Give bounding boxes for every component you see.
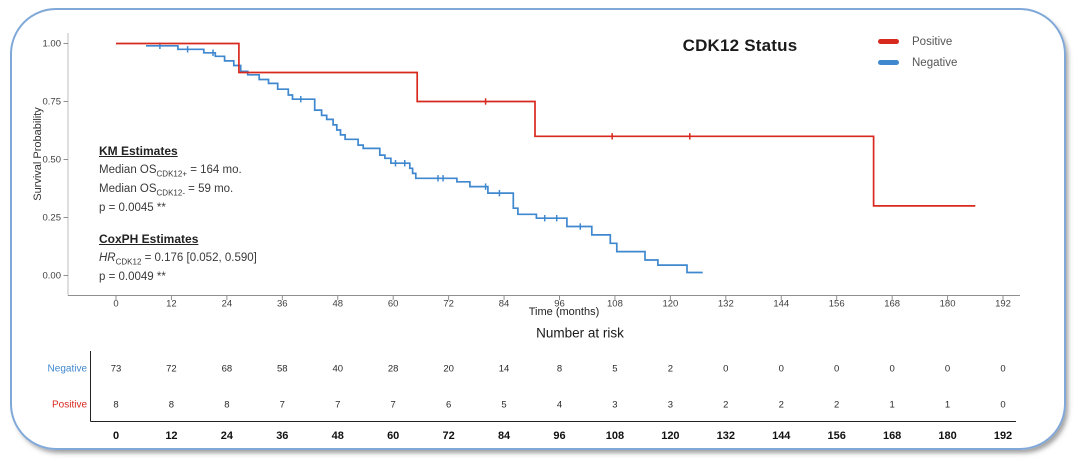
risk-count: 5 (612, 363, 618, 375)
x-tick-label: 108 (607, 298, 623, 310)
negative-line-swatch (878, 60, 899, 65)
risk-count: 14 (498, 363, 510, 375)
risk-count: 28 (387, 363, 399, 375)
x-tick-label: 96 (554, 298, 565, 310)
risk-count: 7 (390, 399, 396, 411)
x-tick-label: 168 (884, 298, 901, 310)
risk-axis-label: 96 (553, 430, 566, 442)
risk-count: 7 (335, 399, 341, 411)
risk-count: 0 (1000, 363, 1006, 375)
x-axis-title: Time (months) (528, 306, 600, 318)
risk-count: 1 (889, 399, 895, 411)
y-tick-label: 0.50 (42, 154, 62, 165)
positive-line-swatch (878, 39, 899, 44)
risk-count: 5 (501, 399, 507, 411)
km-median-positive: Median OSCDK12+ = 164 mo. (99, 164, 242, 179)
cox-pvalue: p = 0.0049 ** (99, 270, 166, 283)
legend-label-positive: Positive (912, 35, 953, 48)
km-median-negative: Median OSCDK12- = 59 mo. (99, 182, 234, 198)
x-tick-label: 156 (828, 298, 845, 310)
positive-survival-curve (116, 42, 976, 207)
risk-count: 8 (224, 399, 230, 411)
y-tick-label: 1.00 (42, 38, 62, 49)
risk-axis-label: 48 (331, 430, 344, 442)
chart-title: CDK12 Status (682, 36, 798, 55)
x-tick-label: 180 (939, 298, 956, 310)
x-tick-label: 120 (662, 298, 679, 310)
risk-axis-label: 84 (497, 430, 511, 442)
x-tick-label: 24 (221, 298, 233, 310)
risk-axis-label: 132 (716, 430, 735, 442)
risk-count: 6 (445, 399, 452, 411)
risk-count: 40 (332, 363, 344, 375)
risk-axis-label: 0 (112, 430, 120, 442)
risk-count: 73 (110, 363, 122, 375)
risk-count: 8 (113, 399, 119, 411)
risk-count: 0 (834, 363, 840, 375)
risk-count: 20 (443, 363, 454, 375)
km-pvalue: p = 0.0045 ** (99, 201, 166, 214)
risk-count: 2 (778, 399, 784, 411)
risk-axis-label: 36 (276, 430, 289, 442)
risk-row-label-positive: Positive (51, 399, 87, 411)
risk-axis-label: 24 (220, 430, 233, 442)
risk-count: 7 (279, 399, 285, 411)
risk-axis-label: 108 (605, 430, 625, 442)
cox-estimates-heading: CoxPH Estimates (99, 232, 199, 247)
risk-count: 4 (556, 399, 563, 411)
risk-count: 8 (556, 363, 563, 375)
x-tick-label: 0 (113, 298, 119, 310)
y-tick-label: 0.75 (42, 96, 62, 107)
risk-axis-label: 72 (442, 430, 455, 442)
risk-axis-label: 180 (938, 430, 957, 442)
risk-axis-label: 120 (661, 430, 680, 442)
risk-count: 3 (612, 399, 618, 411)
risk-axis-label: 168 (882, 430, 902, 442)
x-tick-label: 72 (443, 298, 454, 310)
x-tick-label: 192 (995, 298, 1011, 310)
x-tick-label: 12 (166, 298, 177, 310)
risk-count: 0 (1000, 399, 1006, 411)
risk-count: 8 (168, 399, 175, 411)
legend-label-negative: Negative (912, 56, 958, 69)
risk-axis-label: 60 (387, 430, 400, 442)
risk-row-label-negative: Negative (47, 363, 87, 375)
risk-count: 0 (944, 363, 951, 375)
risk-count: 72 (166, 363, 177, 375)
risk-table-heading: Number at risk (536, 325, 624, 341)
risk-count: 2 (834, 399, 840, 411)
x-tick-label: 132 (717, 298, 734, 310)
x-tick-label: 144 (773, 298, 790, 310)
risk-axis-label: 192 (993, 430, 1013, 442)
x-tick-label: 48 (332, 298, 344, 310)
risk-count: 0 (889, 363, 895, 375)
cox-hr-line: HRCDK12 = 0.176 [0.052, 0.590] (99, 252, 257, 267)
annotation-block: KM Estimates Median OSCDK12+ = 164 mo. M… (99, 144, 257, 284)
x-tick-label: 84 (498, 298, 510, 310)
risk-count: 58 (277, 363, 288, 375)
x-tick-label: 60 (387, 298, 399, 310)
risk-count: 0 (723, 363, 729, 375)
km-estimates-heading: KM Estimates (99, 144, 178, 158)
y-tick-label: 0.25 (42, 212, 62, 223)
x-tick-label: 36 (277, 298, 288, 310)
card-border (10, 8, 1066, 450)
risk-count: 0 (778, 363, 784, 375)
risk-count: 1 (944, 399, 951, 411)
y-tick-label: 0.00 (42, 270, 62, 281)
risk-count: 2 (723, 399, 729, 411)
risk-axis-label: 12 (165, 430, 178, 442)
risk-count: 68 (221, 363, 233, 375)
risk-count: 3 (667, 399, 674, 411)
risk-count: 2 (667, 363, 674, 375)
risk-axis-label: 144 (772, 430, 791, 442)
risk-axis-label: 156 (827, 430, 846, 442)
